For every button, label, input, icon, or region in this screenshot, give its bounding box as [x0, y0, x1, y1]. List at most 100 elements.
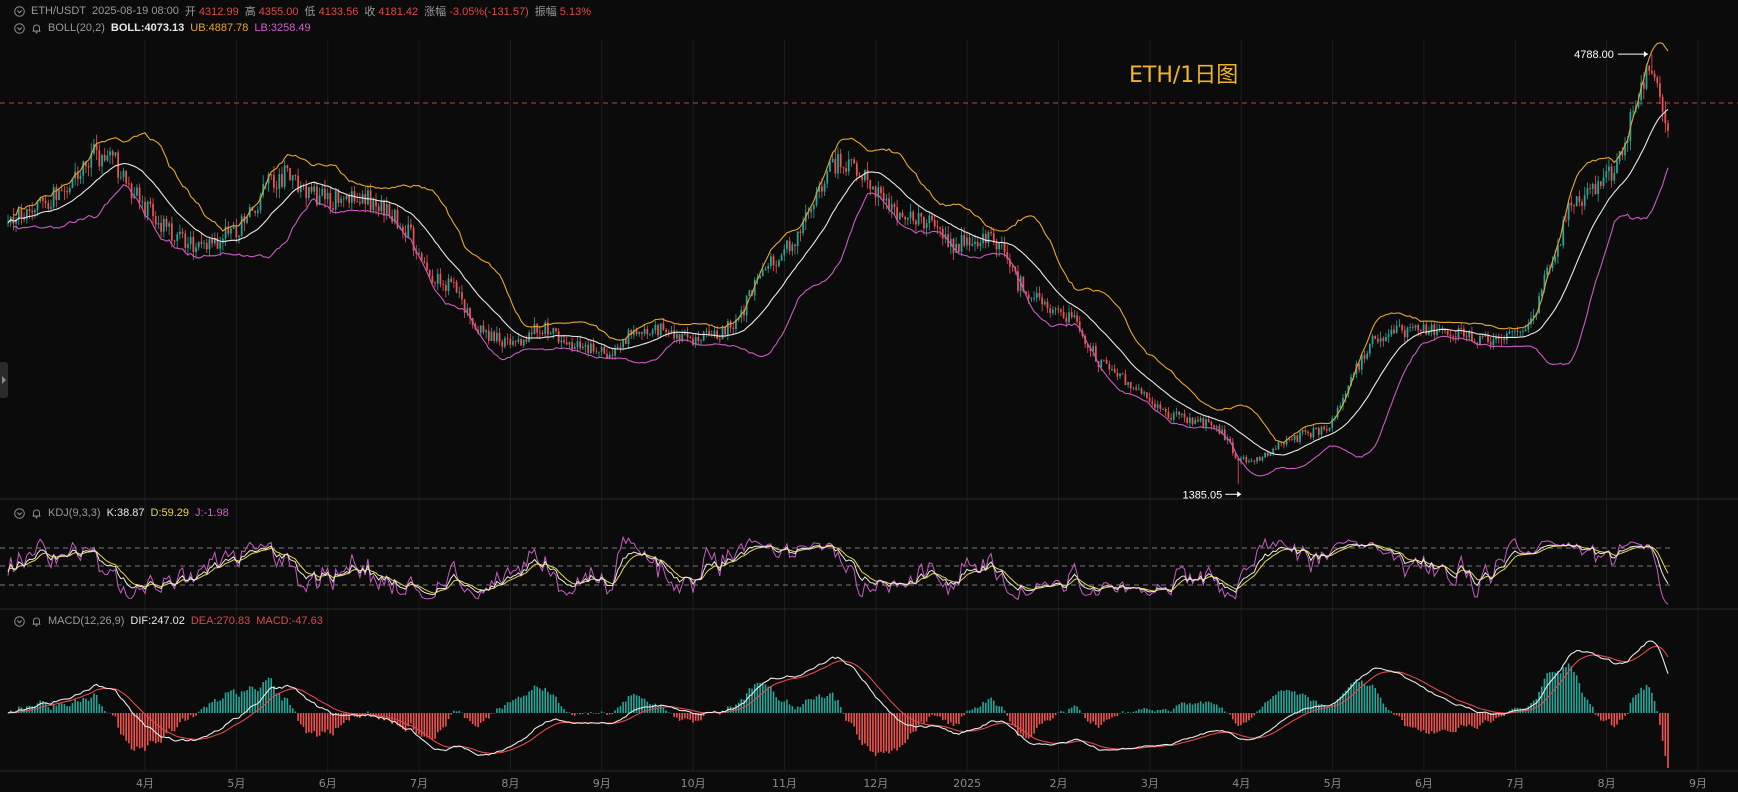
candle-body	[662, 323, 665, 330]
candle-body	[643, 328, 646, 334]
candle-body	[761, 270, 764, 276]
candle-body	[396, 209, 399, 229]
macd-histogram-bar	[917, 713, 920, 726]
candle-body	[1481, 336, 1484, 337]
side-panel-toggle[interactable]	[0, 362, 8, 398]
macd-histogram-bar	[1594, 713, 1597, 715]
candle-body	[1011, 266, 1014, 268]
macd-histogram-bar	[1463, 713, 1465, 726]
boll-ub-label: UB:	[190, 22, 209, 34]
macd-histogram-bar	[1245, 713, 1248, 723]
candle-body	[152, 203, 154, 217]
candle-body	[506, 338, 509, 339]
macd-histogram-bar	[195, 713, 197, 716]
macd-histogram-bar	[888, 713, 890, 754]
candle-body	[55, 187, 58, 200]
candle-body	[1113, 368, 1116, 373]
macd-histogram-bar	[192, 713, 195, 718]
candle-body	[606, 353, 608, 359]
macd-histogram-bar	[1065, 712, 1068, 714]
macd-histogram-bar	[267, 677, 270, 713]
candle-body	[1538, 295, 1540, 314]
bell-icon[interactable]	[31, 616, 42, 627]
bell-icon[interactable]	[31, 508, 42, 519]
macd-histogram-bar	[1393, 713, 1395, 715]
x-tick-label: 12月	[863, 777, 888, 790]
candle-body	[1323, 426, 1326, 430]
candle-body	[906, 217, 909, 220]
candle-body	[369, 190, 372, 211]
candle-body	[718, 338, 721, 340]
macd-histogram-bar	[181, 713, 184, 719]
candle-body	[976, 241, 979, 247]
macd-histogram-bar	[1473, 713, 1476, 728]
macd-histogram-bar	[791, 706, 794, 713]
candlesticks	[7, 54, 1669, 485]
macd-histogram-bar	[1586, 699, 1589, 713]
collapse-chevron-icon[interactable]	[14, 22, 25, 34]
collapse-chevron-icon[interactable]	[14, 615, 25, 627]
candle-body	[28, 208, 31, 211]
candle-body	[775, 265, 778, 267]
candle-body	[1382, 337, 1385, 342]
high-label: 高	[244, 6, 256, 18]
candle-body	[909, 211, 912, 218]
macd-histogram-bar	[278, 693, 281, 713]
macd-histogram-bar	[1087, 713, 1089, 722]
macd-histogram-bar	[689, 713, 692, 720]
macd-histogram-bar	[1170, 711, 1172, 713]
candle-body	[1527, 323, 1530, 330]
macd-histogram-bar	[257, 691, 259, 713]
collapse-chevron-icon[interactable]	[14, 5, 25, 17]
kdj-name: KDJ(9,3,3)	[48, 507, 101, 519]
macd-histogram-bar	[308, 713, 310, 733]
macd-histogram-bar	[270, 678, 273, 713]
candle-body	[544, 322, 547, 334]
macd-histogram-bar	[98, 703, 101, 713]
candle-body	[1331, 418, 1334, 428]
macd-histogram-bar	[606, 713, 608, 715]
macd-histogram-bar	[616, 707, 619, 713]
macd-histogram-bar	[1532, 700, 1535, 713]
candle-body	[1269, 453, 1272, 456]
candle-body	[1041, 297, 1044, 305]
candle-body	[60, 189, 63, 191]
macd-histogram-bar	[402, 713, 404, 730]
high-annotation: 4788.00	[1574, 49, 1614, 61]
macd-histogram-bar	[563, 709, 565, 713]
candle-body	[1328, 427, 1331, 431]
low-value: 4133.56	[318, 6, 359, 18]
bell-icon[interactable]	[31, 23, 42, 34]
macd-histogram-bar	[1355, 679, 1358, 713]
macd-histogram-bar	[853, 713, 855, 727]
candle-body	[624, 339, 627, 344]
macd-histogram-bar	[619, 705, 622, 713]
macd-histogram-bar	[1648, 687, 1651, 713]
boll-lower-line	[13, 167, 1669, 477]
macd-histogram-bar	[778, 700, 780, 713]
candle-body	[1046, 301, 1049, 309]
collapse-chevron-icon[interactable]	[14, 507, 25, 519]
macd-histogram-bar	[7, 713, 9, 714]
candle-body	[106, 155, 109, 161]
candle-body	[434, 282, 436, 284]
candle-body	[1597, 181, 1600, 195]
candle-body	[1554, 256, 1557, 262]
macd-histogram-bar	[1326, 707, 1328, 713]
macd-histogram-bar	[670, 713, 673, 714]
candle-body	[936, 226, 939, 228]
candle-body	[103, 154, 106, 161]
candle-body	[1199, 418, 1202, 422]
candle-body	[563, 340, 565, 343]
macd-histogram-bar	[740, 698, 743, 713]
macd-histogram-bar	[211, 702, 213, 713]
macd-histogram-bar	[549, 694, 552, 713]
macd-histogram-bar	[423, 713, 426, 737]
candle-body	[700, 340, 702, 342]
macd-dea-label: DEA:	[190, 615, 217, 627]
kdj-k-label: K:	[106, 507, 117, 519]
candle-body	[1245, 456, 1248, 463]
candle-body	[1272, 448, 1275, 454]
bollinger-bands	[7, 42, 1669, 477]
